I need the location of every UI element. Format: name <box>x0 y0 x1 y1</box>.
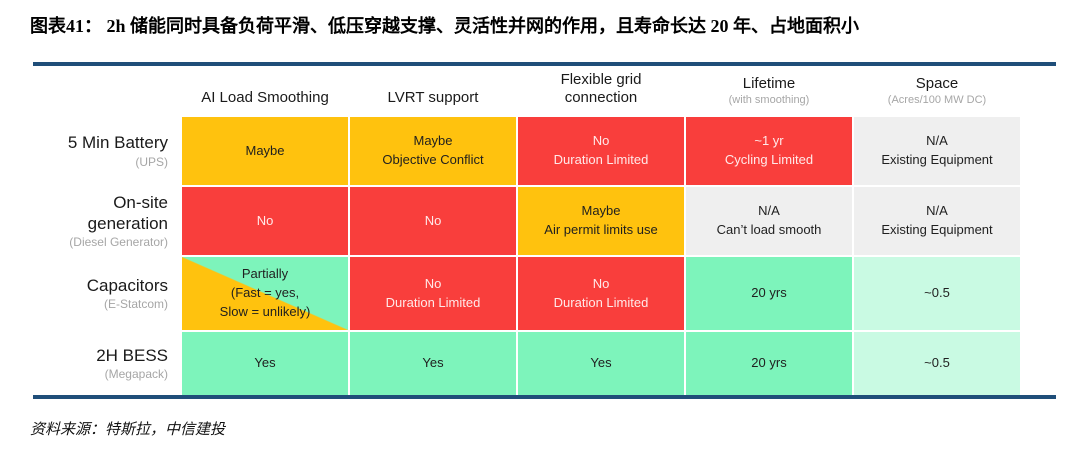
table-cell-text: N/A <box>926 133 948 149</box>
column-header-text: Lifetime <box>742 74 796 92</box>
column-header-subtext: (with smoothing) <box>728 94 810 107</box>
table-cell-text: Duration Limited <box>553 152 649 167</box>
table-cell-text: ~0.5 <box>924 355 950 371</box>
table-cell-text: Maybe <box>581 203 621 219</box>
table-cell-text: Yes <box>590 355 612 371</box>
table-cell: 20 yrs <box>686 332 852 395</box>
table-cell: 20 yrs <box>686 257 852 330</box>
column-header: Flexible grid connection <box>518 66 684 115</box>
column-header: Space (Acres/100 MW DC) <box>854 66 1020 115</box>
table-corner-cell <box>33 66 180 115</box>
table-cell-text: Maybe <box>245 142 285 158</box>
table-cell-text: Maybe <box>413 133 453 149</box>
column-header-text: AI Load Smoothing <box>201 89 329 107</box>
table-cell-text: Objective Conflict <box>382 152 484 167</box>
table-cell-text: 20 yrs <box>751 355 787 371</box>
table-cell-text: Air permit limits use <box>544 222 658 237</box>
table-cell: Maybe Air permit limits use <box>518 187 684 255</box>
table-cell-text: No <box>592 275 610 291</box>
table-cell: No <box>350 187 516 255</box>
table-cell-text: ~0.5 <box>924 285 950 301</box>
table-cell-text: (Fast = yes, <box>230 285 300 301</box>
table-cell-text: Can’t load smooth <box>716 222 822 237</box>
row-label-text: On-site generation <box>87 193 168 233</box>
table-cell: N/A Existing Equipment <box>854 117 1020 185</box>
table-cell-text: N/A <box>926 203 948 219</box>
table-cell-text: Partially <box>241 266 289 282</box>
column-header: LVRT support <box>350 66 516 115</box>
column-header: AI Load Smoothing <box>182 66 348 115</box>
table-cell: No Duration Limited <box>350 257 516 330</box>
table-cell: Yes <box>182 332 348 395</box>
row-label-text: Capacitors <box>86 275 168 295</box>
table-cell-text: Duration Limited <box>553 294 649 310</box>
row-label: On-site generation (Diesel Generator) <box>33 187 180 255</box>
table-cell-text: Cycling Limited <box>724 152 814 167</box>
table-cell: Yes <box>350 332 516 395</box>
table-cell-text: Existing Equipment <box>881 222 993 237</box>
table-cell-text: Duration Limited <box>385 294 481 310</box>
figure-title: 图表41： 2h 储能同时具备负荷平滑、低压穿越支撑、灵活性并网的作用，且寿命长… <box>30 16 860 36</box>
table-cell-text: Yes <box>254 355 276 371</box>
table-cell-text: No <box>592 133 610 149</box>
column-header-text: LVRT support <box>387 89 479 107</box>
row-label-subtext: (Megapack) <box>104 367 168 382</box>
table-cell: Maybe <box>182 117 348 185</box>
row-label-subtext: (UPS) <box>135 154 168 169</box>
table-cell-text: No <box>256 212 274 228</box>
table-cell: Maybe Objective Conflict <box>350 117 516 185</box>
table-cell-text: Slow = unlikely) <box>219 303 311 319</box>
table-cell: No <box>182 187 348 255</box>
table-cell: Partially (Fast = yes, Slow = unlikely) <box>182 257 348 330</box>
comparison-grid: AI Load Smoothing LVRT support Flexible gr… <box>33 66 1056 395</box>
row-label: Capacitors (E-Statcom) <box>33 257 180 330</box>
column-header-text: connection <box>564 89 638 107</box>
table-cell: Yes <box>518 332 684 395</box>
comparison-table: AI Load Smoothing LVRT support Flexible gr… <box>33 62 1056 399</box>
table-cell: ~0.5 <box>854 332 1020 395</box>
table-cell: N/A Existing Equipment <box>854 187 1020 255</box>
column-header-subtext: (Acres/100 MW DC) <box>887 94 987 107</box>
table-cell-text: 20 yrs <box>751 285 787 301</box>
table-top-border <box>33 62 1056 66</box>
row-label: 2H BESS (Megapack) <box>33 332 180 395</box>
table-cell-text: Yes <box>422 355 444 371</box>
table-cell-text: N/A <box>758 203 780 219</box>
row-label-subtext: (Diesel Generator) <box>69 234 168 249</box>
column-header: Lifetime (with smoothing) <box>686 66 852 115</box>
row-label: 5 Min Battery (UPS) <box>33 117 180 185</box>
table-cell: N/A Can’t load smooth <box>686 187 852 255</box>
table-cell-text: No <box>424 275 442 291</box>
row-label-text: 5 Min Battery <box>67 133 168 153</box>
table-cell: No Duration Limited <box>518 257 684 330</box>
source-note: 资料来源：特斯拉，中信建投 <box>30 422 226 438</box>
table-cell: ~0.5 <box>854 257 1020 330</box>
table-cell: No Duration Limited <box>518 117 684 185</box>
table-bottom-border <box>33 395 1056 399</box>
row-label-text: 2H BESS <box>96 345 168 365</box>
table-cell-text: ~1 yr <box>754 133 784 149</box>
column-header-text: Flexible grid <box>560 70 642 88</box>
row-label-subtext: (E-Statcom) <box>103 297 168 312</box>
table-cell-text: No <box>424 212 442 228</box>
table-cell-text: Existing Equipment <box>881 152 993 167</box>
table-cell: ~1 yr Cycling Limited <box>686 117 852 185</box>
column-header-text: Space <box>915 74 959 92</box>
